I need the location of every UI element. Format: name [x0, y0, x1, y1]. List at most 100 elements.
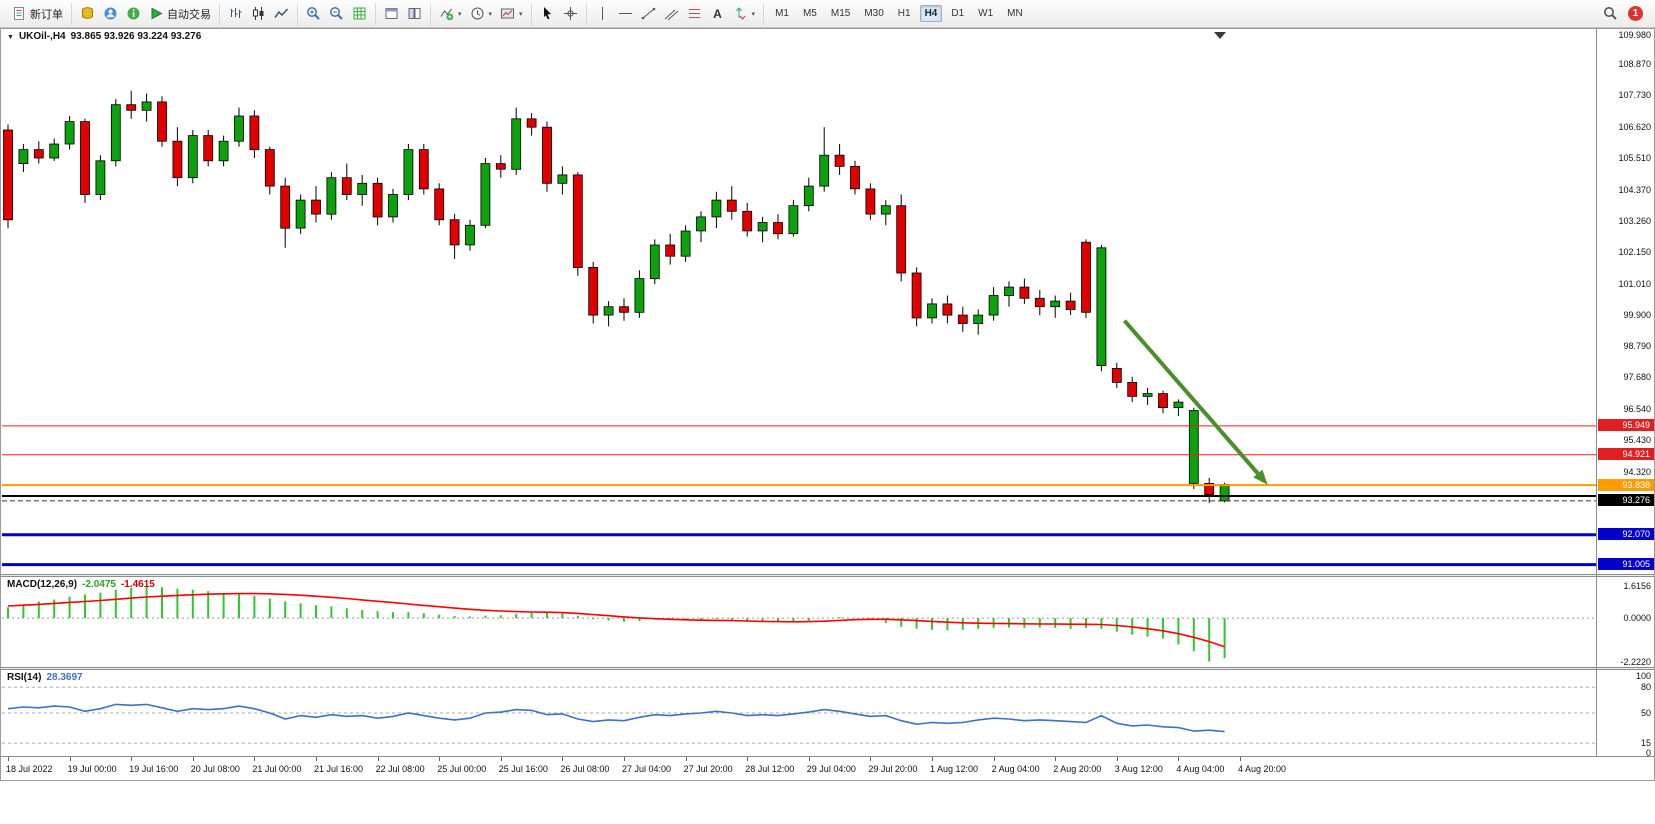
chart-shift-marker[interactable]	[1214, 32, 1226, 39]
chart-expand-icon[interactable]: ▼	[7, 34, 14, 41]
horizontal-line-button[interactable]	[615, 5, 636, 22]
level-price-badge: 93.838	[1598, 478, 1654, 491]
level-price-badge: 91.005	[1598, 558, 1654, 571]
time-label: 25 Jul 16:00	[498, 764, 548, 774]
trend-arrow[interactable]	[1122, 319, 1264, 480]
macd-title: MACD(12,26,9) -2.0475 -1.4615	[7, 579, 155, 590]
level-price-badge: 92.070	[1598, 528, 1654, 541]
time-tick	[1178, 757, 1180, 761]
time-label: 4 Aug 20:00	[1238, 764, 1287, 774]
price-label: 104.370	[1618, 184, 1651, 195]
price-label: 99.900	[1623, 310, 1651, 321]
text-icon: A	[710, 6, 725, 21]
trend-arrow-head[interactable]	[1253, 469, 1268, 485]
chart-title: ▼ UKOil-,H4 93.865 93.926 93.224 93.276	[7, 31, 201, 42]
timeframe-h4[interactable]: H4	[919, 5, 943, 22]
macd-scale-label: -2.2220	[1620, 656, 1651, 667]
tile-windows-button[interactable]	[381, 5, 402, 22]
zoom-in-icon	[306, 6, 321, 21]
time-label: 28 Jul 12:00	[745, 764, 795, 774]
price-label: 106.620	[1618, 121, 1651, 132]
vertical-line-button[interactable]	[592, 5, 613, 22]
time-label: 27 Jul 20:00	[683, 764, 733, 774]
time-tick	[192, 757, 194, 761]
rsi-panel-canvas[interactable]	[2, 670, 1596, 756]
rsi-scale-label: 0	[1645, 748, 1651, 758]
price-label: 105.510	[1618, 152, 1651, 163]
timeframe-m15[interactable]: M15	[830, 8, 851, 19]
time-tick	[1240, 757, 1241, 761]
new-order-button[interactable]: 新订单	[9, 5, 66, 23]
auto-trading-button-label: 自动交易	[167, 8, 211, 21]
zoom-in-button[interactable]	[303, 5, 324, 22]
template-button[interactable]: ▾	[497, 5, 526, 22]
bar-chart-type-button[interactable]	[225, 5, 246, 22]
price-label: 109.980	[1618, 30, 1651, 40]
panel-divider[interactable]	[0, 667, 1655, 670]
cascade-windows-button[interactable]	[404, 5, 425, 22]
timeframe-d1[interactable]: D1	[951, 8, 965, 19]
chevron-down-icon: ▾	[751, 10, 756, 18]
zoom-out-button[interactable]	[326, 5, 347, 22]
macd-signal-value: -1.4615	[120, 579, 155, 590]
toolbar-group	[376, 2, 431, 25]
navigator-button[interactable]	[100, 5, 121, 22]
rsi-scale-label: 15	[1640, 738, 1651, 749]
time-tick	[562, 757, 564, 761]
timeframe-mn[interactable]: MN	[1007, 8, 1023, 19]
svg-text:A: A	[713, 7, 722, 21]
market-watch-button[interactable]	[77, 5, 98, 22]
channel-button[interactable]	[661, 5, 682, 22]
window-icon	[384, 6, 399, 21]
trendline-button[interactable]	[638, 5, 659, 22]
auto-trading-button[interactable]: 自动交易	[146, 5, 214, 23]
zoom-out-icon	[329, 6, 344, 21]
search-icon[interactable]	[1603, 6, 1618, 21]
time-label: 2 Aug 04:00	[991, 764, 1040, 774]
rsi-scale-label: 50	[1640, 708, 1651, 718]
time-label: 21 Jul 16:00	[314, 764, 364, 774]
cursor-button[interactable]	[537, 5, 558, 22]
line-chart-type-button[interactable]	[271, 5, 292, 22]
crosshair-icon	[563, 6, 578, 21]
toolbar-group	[220, 2, 298, 25]
time-axis[interactable]: 18 Jul 2022 19 Jul 00:00 19 Jul 16:00 20 Ju…	[0, 757, 1655, 780]
toolbar-group	[532, 2, 587, 25]
periods-button[interactable]: ▾	[467, 5, 496, 22]
time-tick	[932, 757, 933, 761]
person-icon	[103, 6, 118, 21]
crosshair-button[interactable]	[560, 5, 581, 22]
price-label: 103.260	[1618, 215, 1651, 226]
candlestick-type-button[interactable]	[248, 5, 269, 22]
timeframe-m5[interactable]: M5	[802, 8, 817, 19]
candles	[3, 90, 1230, 503]
time-tick	[254, 757, 256, 761]
timeframe-m30[interactable]: M30	[864, 8, 884, 19]
time-tick	[1116, 757, 1118, 761]
price-chart-canvas[interactable]	[2, 29, 1596, 574]
time-label: 29 Jul 20:00	[868, 764, 918, 774]
indicator-icon	[439, 6, 454, 21]
timeframe-h1[interactable]: H1	[897, 8, 911, 19]
indicators-button[interactable]: ▾	[436, 5, 465, 22]
timeframe-m1[interactable]: M1	[775, 8, 789, 19]
trendline-icon	[641, 6, 656, 21]
panel-divider[interactable]	[0, 574, 1655, 577]
time-tick	[8, 757, 9, 761]
chevron-down-icon: ▾	[458, 10, 462, 18]
fibonacci-button[interactable]	[684, 5, 705, 22]
arrows-button[interactable]: ▾	[730, 5, 759, 22]
chevron-down-icon: ▾	[488, 10, 493, 18]
rsi-scale-label: 80	[1640, 682, 1651, 693]
notifications-badge[interactable]: 1	[1628, 6, 1643, 21]
price-axis[interactable]: 109.980 108.870 107.730 106.620 105.510 104.3…	[1597, 0, 1655, 824]
macd-panel-canvas[interactable]	[2, 577, 1596, 667]
data-window-button[interactable]	[123, 5, 144, 22]
text-button[interactable]: A	[707, 5, 728, 22]
timeframe-w1[interactable]: W1	[978, 8, 994, 19]
time-label: 29 Jul 04:00	[806, 764, 856, 774]
time-label: 27 Jul 04:00	[622, 764, 672, 774]
grid-button[interactable]	[349, 5, 370, 22]
time-tick	[624, 757, 625, 761]
chevron-down-icon: ▾	[519, 10, 523, 18]
